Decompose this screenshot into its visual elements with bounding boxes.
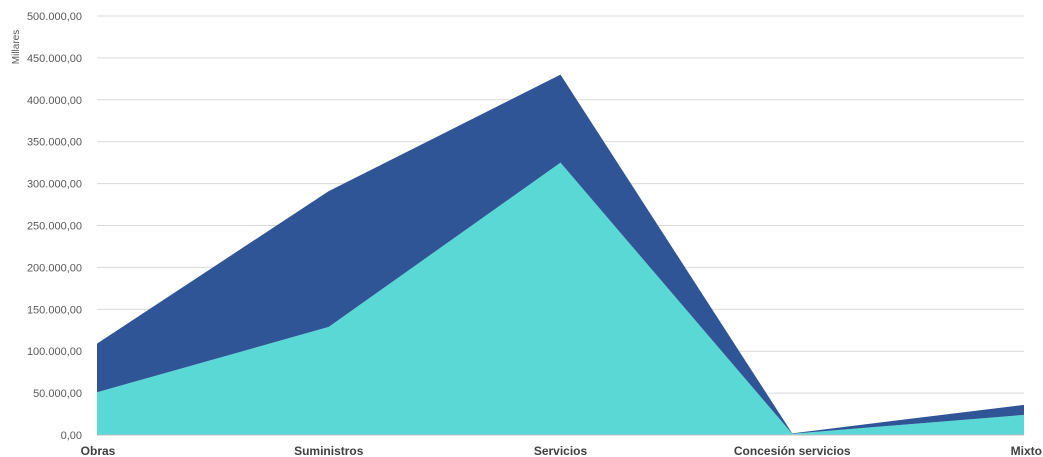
y-tick-label: 0,00 [61,430,82,442]
y-axis-tick-labels: 0,00 50.000,00 100.000,00 150.000,00 200.000… [27,11,82,442]
area-series-2 [97,74,1024,434]
x-tick-label: Servicios [534,444,588,457]
x-tick-label: Obras [81,444,116,457]
y-tick-label: 200.000,00 [27,262,82,274]
x-tick-label: Mixto [1011,444,1042,457]
y-tick-label: 150.000,00 [27,304,82,316]
y-tick-label: 250.000,00 [27,221,82,233]
x-tick-label: Concesión servicios [734,444,851,457]
area-series-1 [97,162,1024,435]
y-axis-label: Millares [11,30,22,64]
y-tick-label: 450.000,00 [27,53,82,65]
y-tick-label: 400.000,00 [27,95,82,107]
y-tick-label: 350.000,00 [27,137,82,149]
y-tick-label: 50.000,00 [33,388,82,400]
y-tick-label: 500.000,00 [27,11,82,23]
y-tick-label: 300.000,00 [27,179,82,191]
x-axis-tick-labels: Obras Suministros Servicios Concesión servi… [81,444,1042,457]
area-series [97,74,1024,435]
y-tick-label: 100.000,00 [27,346,82,358]
x-tick-label: Suministros [294,444,364,457]
